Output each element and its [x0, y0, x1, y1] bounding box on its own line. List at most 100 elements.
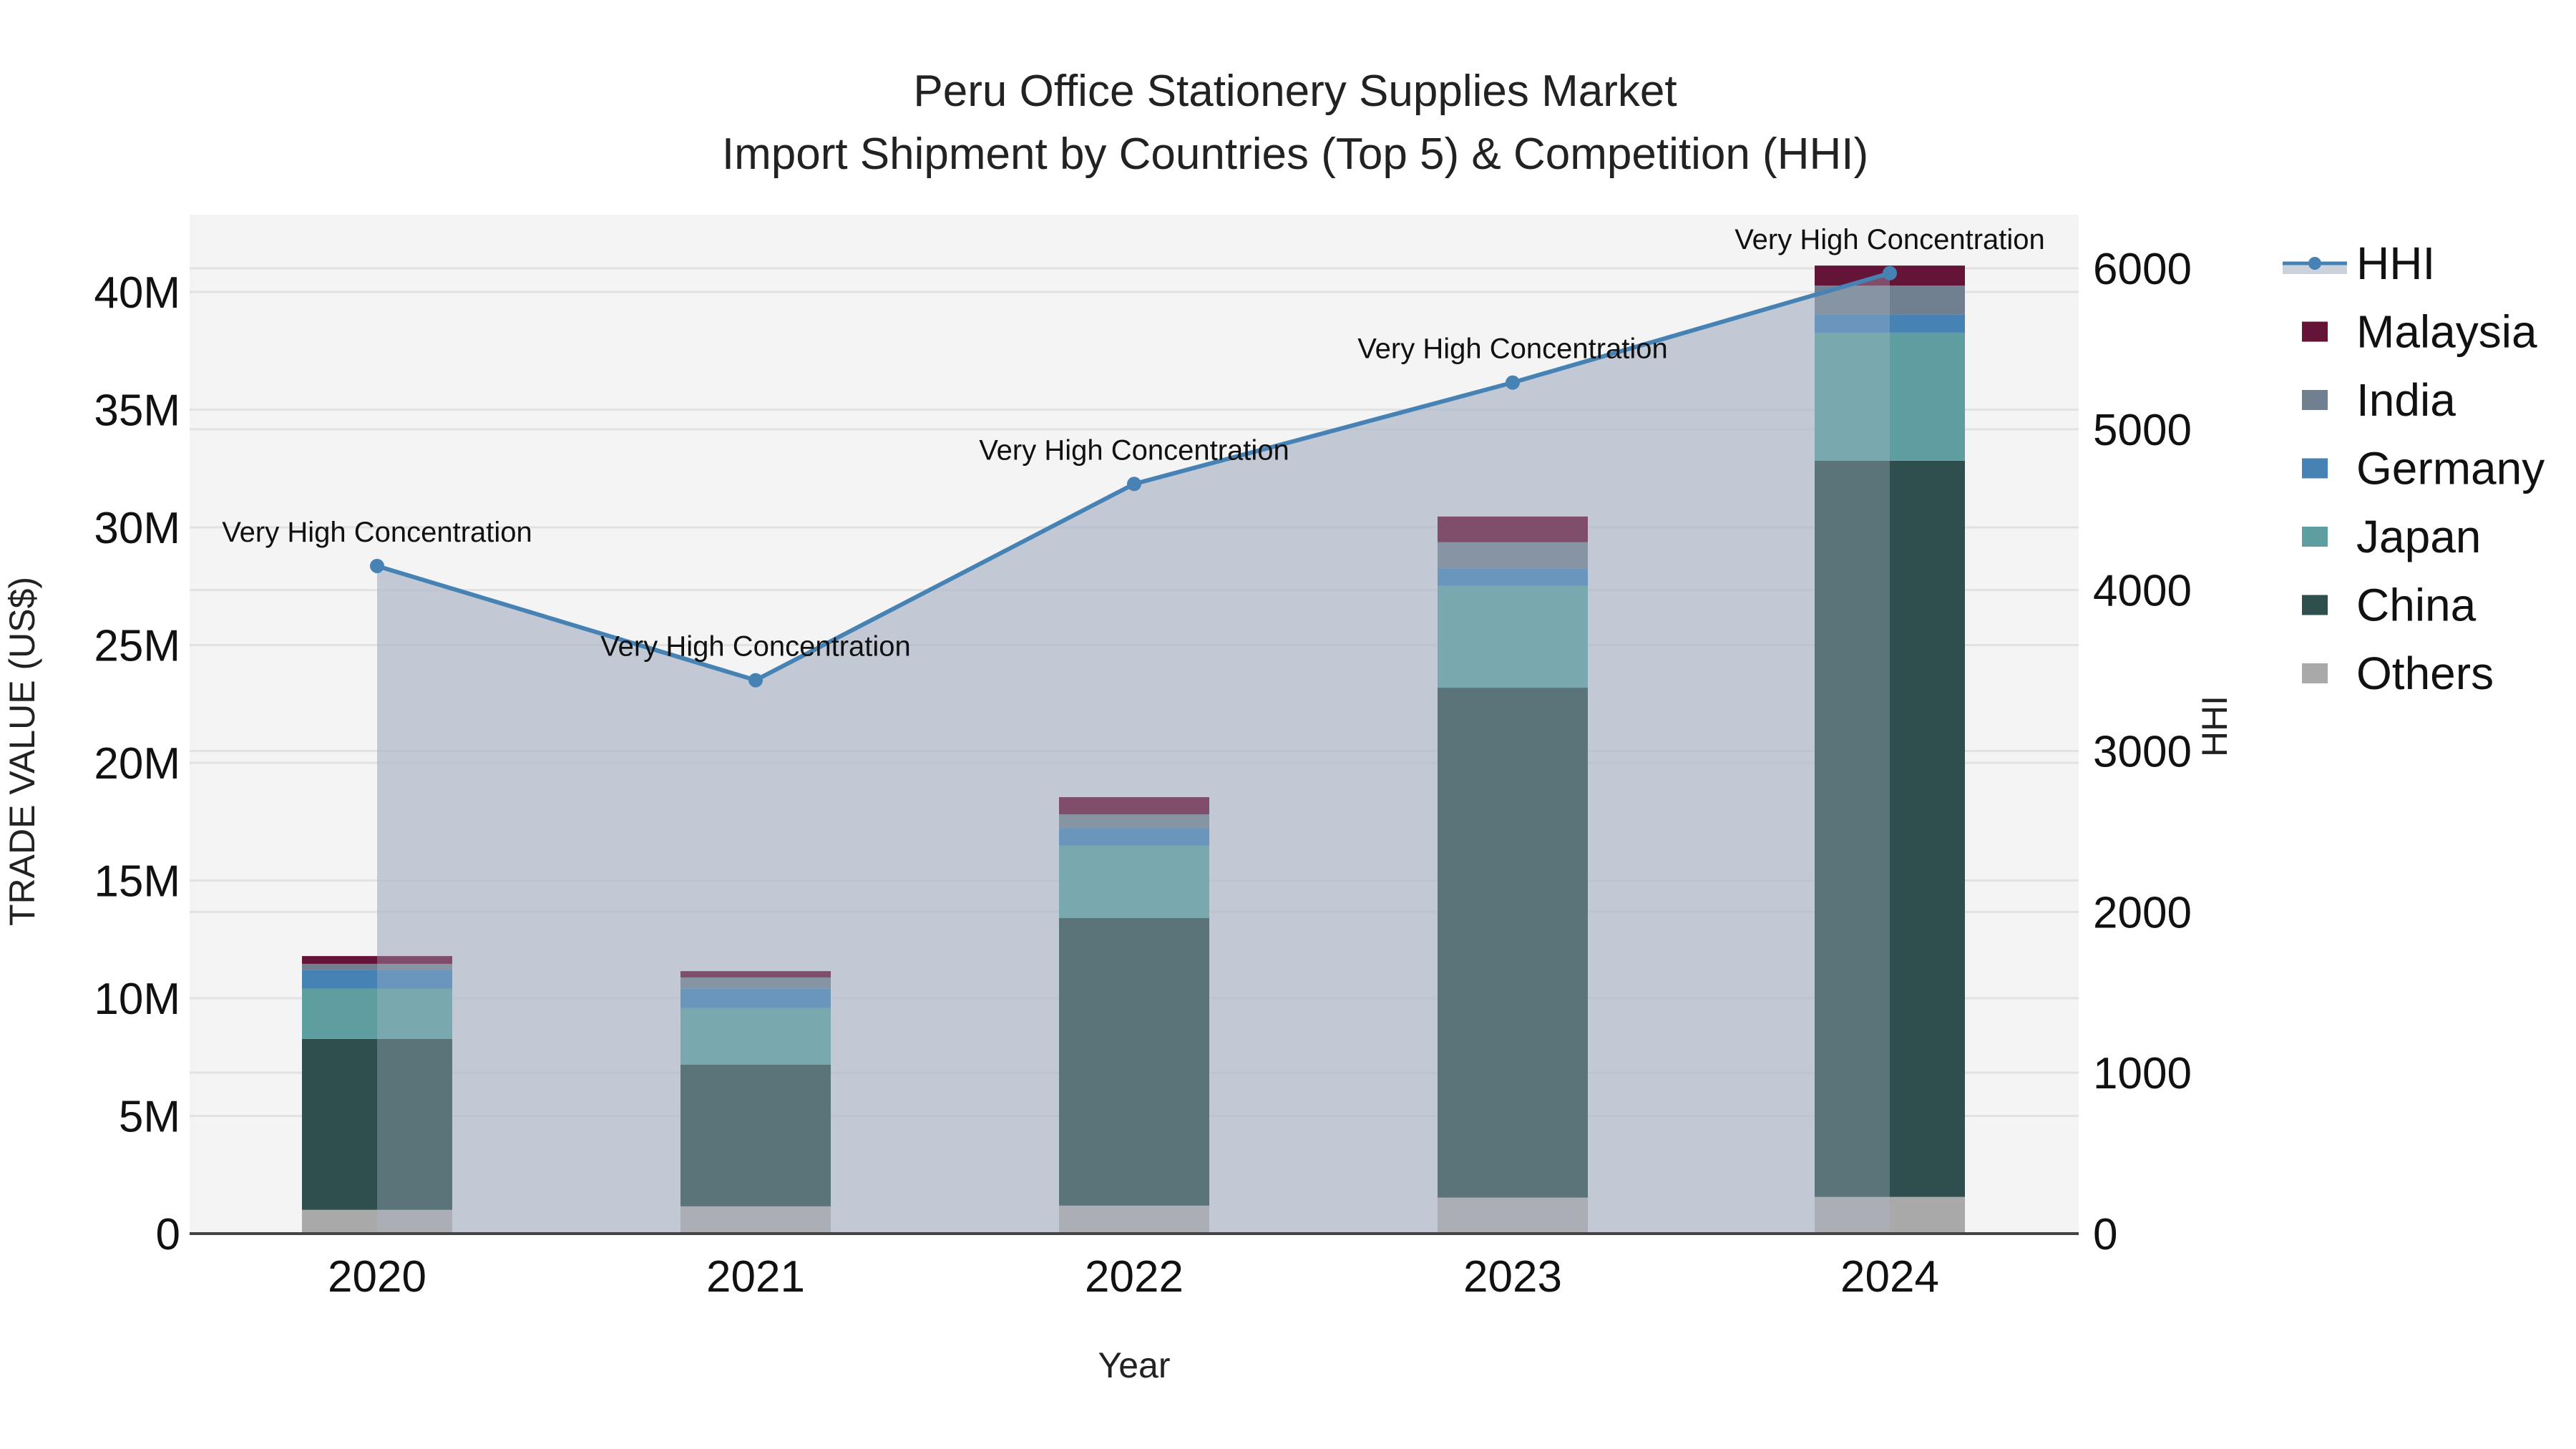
y-left-tick-label: 40M: [94, 268, 180, 318]
hhi-point[interactable]: [1506, 375, 1520, 390]
legend-item-malaysia[interactable]: Malaysia: [2302, 306, 2537, 358]
bar-segment-others[interactable]: [1438, 1197, 1588, 1234]
hhi-area-overlay: [377, 273, 1890, 1234]
y-left-ticks: 0 5M 10M 15M 20M 25M 30M 35M 40M: [94, 268, 180, 1259]
bar-segment-others[interactable]: [302, 1209, 452, 1234]
bar-segment-germany[interactable]: [302, 970, 452, 989]
legend-swatch-icon: [2302, 595, 2328, 615]
y-left-tick-label: 0: [156, 1210, 180, 1259]
bar-segment-japan[interactable]: [302, 988, 452, 1039]
stacked-bars: [302, 265, 1965, 1234]
bar-segment-others[interactable]: [1059, 1205, 1209, 1234]
legend-label: China: [2356, 580, 2477, 631]
legend-marker-icon: [2308, 257, 2321, 270]
bar-segment-india[interactable]: [1815, 286, 1965, 315]
x-tick-label: 2022: [1085, 1252, 1184, 1302]
legend-label: India: [2356, 374, 2456, 426]
y-left-tick-label: 25M: [94, 622, 180, 671]
legend-item-japan[interactable]: Japan: [2302, 511, 2481, 562]
bar-segment-india[interactable]: [680, 977, 831, 989]
bar-2023[interactable]: [1438, 516, 1588, 1234]
legend-label: Germany: [2356, 443, 2545, 494]
bar-segment-china[interactable]: [1815, 460, 1965, 1197]
legend-label: HHI: [2356, 238, 2435, 289]
hhi-point[interactable]: [370, 558, 384, 573]
hhi-markers: [370, 265, 1897, 688]
legend-swatch-icon: [2302, 390, 2328, 410]
bar-segment-china[interactable]: [302, 1038, 452, 1210]
bar-segment-malaysia[interactable]: [302, 956, 452, 964]
y-left-tick-label: 20M: [94, 739, 180, 789]
bar-segment-japan[interactable]: [1059, 845, 1209, 918]
bar-segment-malaysia[interactable]: [1059, 797, 1209, 815]
bar-2024[interactable]: [1815, 265, 1965, 1234]
bar-2020[interactable]: [302, 956, 452, 1234]
bar-segment-germany[interactable]: [1438, 568, 1588, 586]
bar-2021[interactable]: [680, 971, 831, 1234]
y-right-tick-label: 5000: [2093, 406, 2192, 455]
legend-label: Others: [2356, 648, 2494, 699]
legend-item-germany[interactable]: Germany: [2302, 443, 2545, 494]
legend-swatch-icon: [2302, 321, 2328, 342]
x-tick-label: 2024: [1840, 1252, 1939, 1302]
bar-segment-japan[interactable]: [1815, 332, 1965, 461]
bar-segment-india[interactable]: [1059, 814, 1209, 829]
bar-segment-others[interactable]: [680, 1206, 831, 1234]
y-right-tick-label: 2000: [2093, 888, 2192, 937]
legend-item-china[interactable]: China: [2302, 580, 2477, 631]
hhi-point[interactable]: [1883, 265, 1897, 280]
chart-title-line2: Import Shipment by Countries (Top 5) & C…: [722, 130, 1868, 179]
legend-item-india[interactable]: India: [2302, 374, 2456, 426]
hhi-annotation: Very High Concentration: [222, 517, 532, 548]
y-right-ticks: 0 1000 2000 3000 4000 5000 6000: [2093, 245, 2192, 1259]
bar-segment-germany[interactable]: [680, 988, 831, 1008]
y-left-tick-label: 30M: [94, 504, 180, 553]
x-tick-label: 2021: [706, 1252, 805, 1302]
legend-item-others[interactable]: Others: [2302, 648, 2494, 699]
x-tick-label: 2020: [328, 1252, 426, 1302]
bar-2022[interactable]: [1059, 797, 1209, 1234]
y-right-tick-label: 0: [2093, 1210, 2117, 1259]
y-right-tick-label: 6000: [2093, 245, 2192, 294]
y-left-tick-label: 15M: [94, 857, 180, 907]
bar-segment-china[interactable]: [1438, 688, 1588, 1198]
bar-segment-germany[interactable]: [1059, 828, 1209, 846]
hhi-annotation: Very High Concentration: [1357, 333, 1668, 365]
hhi-point[interactable]: [748, 673, 763, 688]
y-left-tick-label: 5M: [119, 1093, 180, 1142]
legend-label: Malaysia: [2356, 306, 2537, 358]
hhi-annotation: Very High Concentration: [1735, 224, 2045, 255]
bar-segment-malaysia[interactable]: [680, 971, 831, 978]
legend-swatch-icon: [2302, 527, 2328, 547]
y-left-axis-title: TRADE VALUE (US$): [2, 577, 42, 926]
legend-swatch-icon: [2302, 458, 2328, 479]
y-left-tick-label: 35M: [94, 386, 180, 436]
bar-segment-japan[interactable]: [1438, 585, 1588, 688]
y-right-tick-label: 4000: [2093, 567, 2192, 616]
x-axis-title: Year: [1098, 1345, 1170, 1385]
y-right-axis-title: HHI: [2195, 696, 2235, 757]
legend: HHI Malaysia India Germany Japan China Others: [2283, 238, 2545, 699]
y-left-tick-label: 10M: [94, 975, 180, 1024]
y-right-tick-label: 1000: [2093, 1049, 2192, 1098]
legend-label: Japan: [2356, 511, 2481, 562]
y-right-tick-label: 3000: [2093, 728, 2192, 777]
legend-item-hhi[interactable]: HHI: [2283, 238, 2435, 289]
hhi-annotation: Very High Concentration: [600, 631, 911, 663]
legend-swatch-icon: [2302, 663, 2328, 683]
bar-segment-china[interactable]: [1059, 917, 1209, 1206]
bar-segment-china[interactable]: [680, 1064, 831, 1206]
bar-segment-japan[interactable]: [680, 1008, 831, 1065]
hhi-annotation: Very High Concentration: [979, 434, 1289, 466]
bar-segment-malaysia[interactable]: [1438, 516, 1588, 542]
bar-segment-india[interactable]: [1438, 542, 1588, 569]
bar-segment-india[interactable]: [302, 963, 452, 970]
hhi-annotations: Very High Concentration Very High Concent…: [222, 224, 2045, 663]
bar-segment-germany[interactable]: [1815, 314, 1965, 333]
hhi-point[interactable]: [1127, 477, 1141, 492]
x-ticks: 2020 2021 2022 2023 2024: [328, 1252, 1939, 1302]
chart-title-line1: Peru Office Stationery Supplies Market: [913, 67, 1677, 116]
x-tick-label: 2023: [1463, 1252, 1562, 1302]
bar-segment-others[interactable]: [1815, 1196, 1965, 1234]
